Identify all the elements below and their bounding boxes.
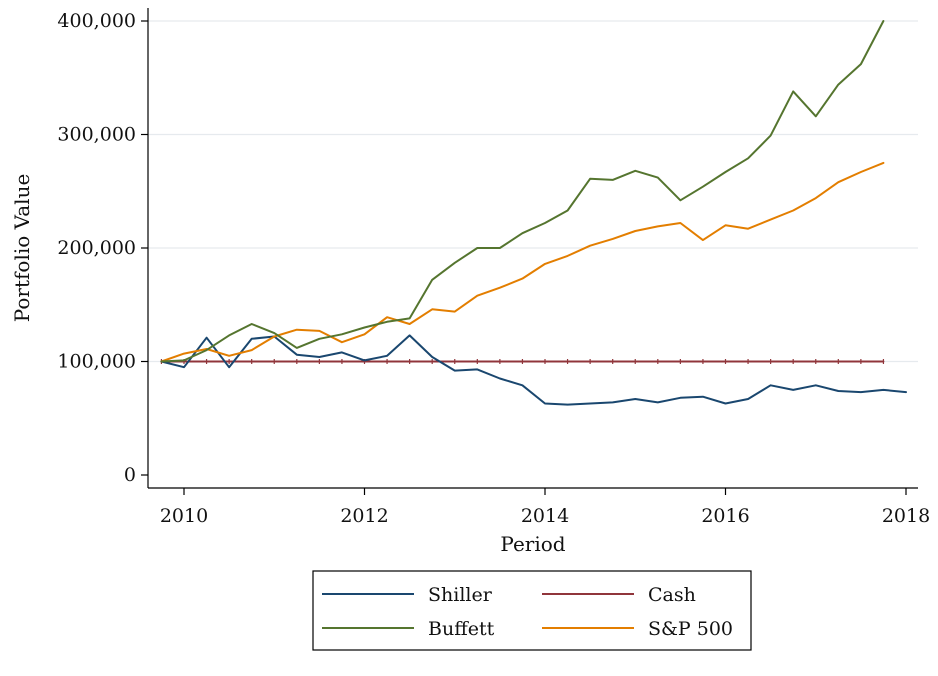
series-line-shiller (160, 334, 907, 406)
gridlines (148, 20, 918, 363)
series-line-buffett (160, 20, 885, 363)
axis-ticks: 0 100,000 200,000 300,000 400,000 2010 2012 201… (57, 10, 930, 527)
legend-label-buffett: Buffett (428, 618, 495, 640)
x-tick-label: 2012 (340, 505, 388, 527)
y-tick-label: 200,000 (57, 237, 136, 259)
y-tick-label: 0 (124, 464, 136, 486)
series-line-s-p-500 (160, 161, 885, 363)
y-tick-label: 400,000 (57, 10, 136, 32)
x-axis-title: Period (500, 532, 565, 556)
legend: Shiller Cash Buffett S&P 500 (312, 570, 752, 651)
legend-label-cash: Cash (648, 584, 696, 606)
legend-box (312, 570, 752, 651)
y-tick-label: 300,000 (57, 124, 136, 146)
y-axis-title: Portfolio Value (10, 174, 34, 323)
y-tick-label: 100,000 (57, 351, 136, 373)
x-tick-label: 2018 (882, 505, 930, 527)
legend-label-s-p-500: S&P 500 (648, 618, 733, 640)
legend-label-shiller: Shiller (428, 584, 493, 606)
x-tick-label: 2010 (160, 505, 208, 527)
x-tick-label: 2014 (521, 505, 569, 527)
series-lines (160, 20, 907, 406)
x-tick-label: 2016 (701, 505, 749, 527)
